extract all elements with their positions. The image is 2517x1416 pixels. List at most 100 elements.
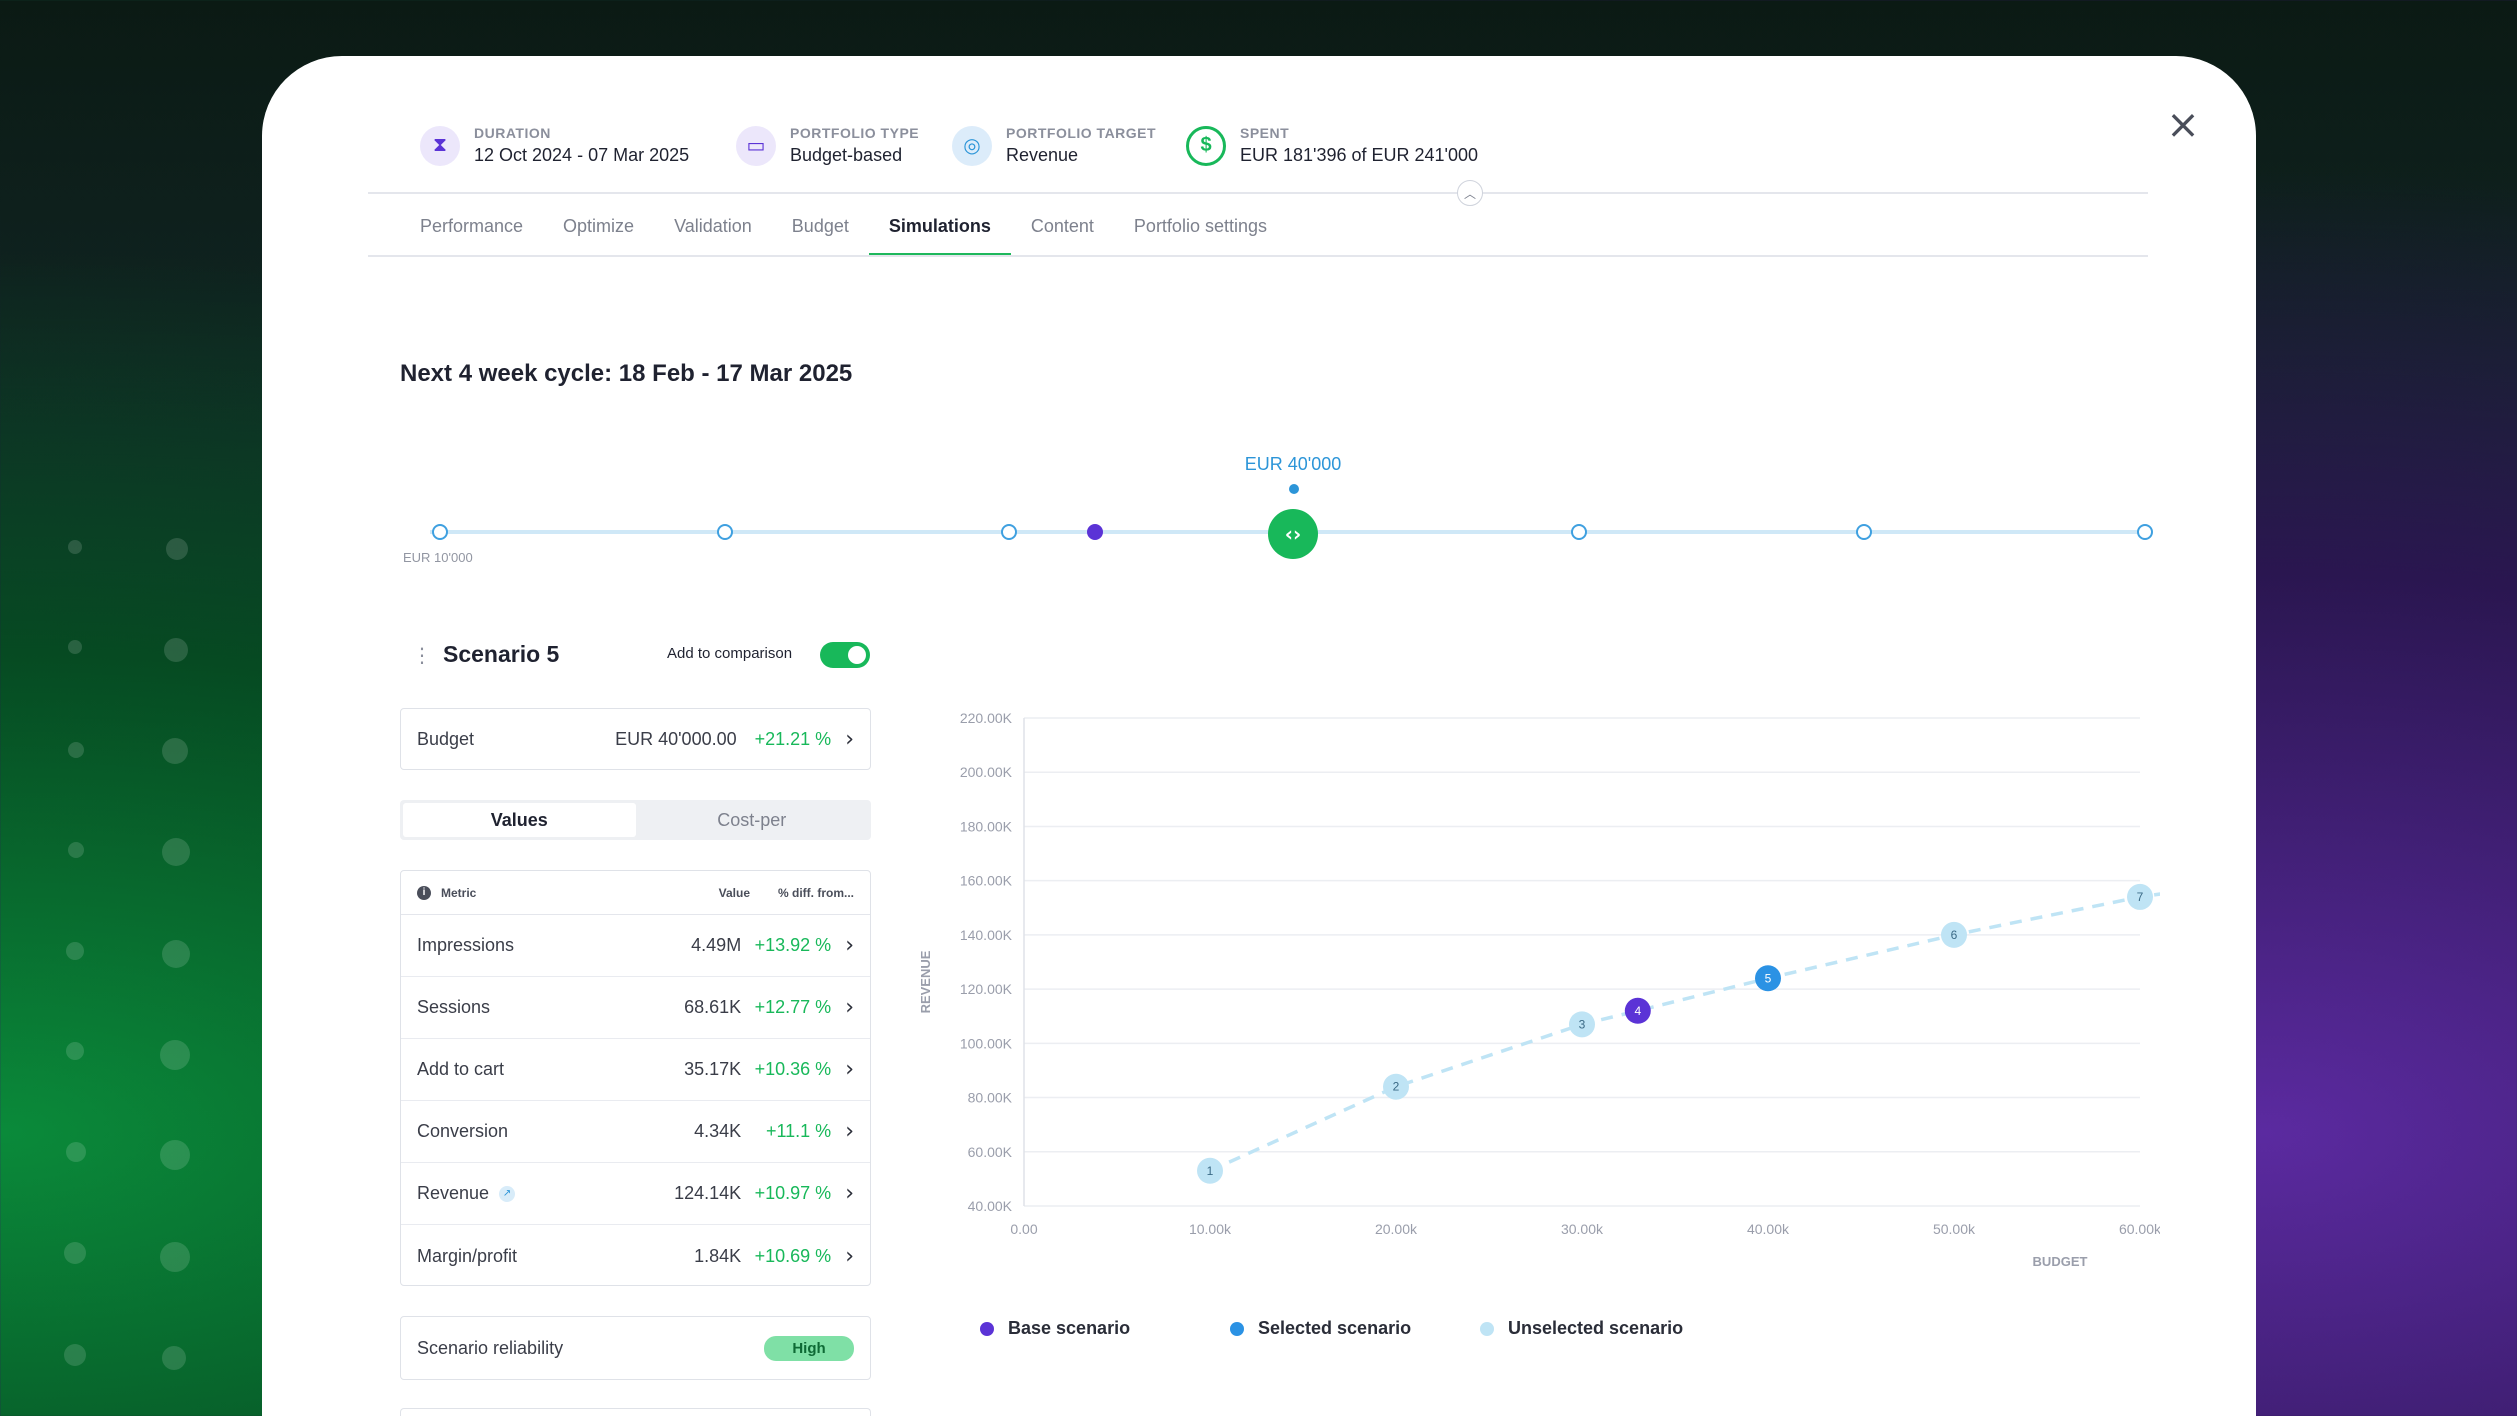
- metric-row-revenue[interactable]: Revenue ↗ 124.14K +10.97 % ›: [401, 1163, 870, 1225]
- y-tick-label: 120.00K: [960, 981, 1013, 997]
- scenario-point-label: 1: [1207, 1164, 1214, 1178]
- metric-diff: +10.97 %: [754, 1183, 832, 1203]
- legend-base: Base scenario: [980, 1318, 1130, 1339]
- x-tick-label: 30.00k: [1561, 1221, 1604, 1237]
- legend-unselected: Unselected scenario: [1480, 1318, 1683, 1339]
- scenario-point-label: 3: [1579, 1017, 1586, 1031]
- metrics-table: i Metric Value % diff. from... Impressio…: [400, 870, 871, 1286]
- header-divider: [368, 192, 2148, 194]
- slider-selected-label: EUR 40'000: [1244, 454, 1342, 474]
- tab-simulations[interactable]: Simulations: [868, 208, 1011, 256]
- scenario-point-label: 6: [1951, 928, 1958, 942]
- legend-label: Unselected scenario: [1508, 1318, 1684, 1338]
- slider-step[interactable]: [2137, 524, 2153, 540]
- comparison-label: Add to comparison: [667, 645, 793, 662]
- diff-column-header: % diff. from...: [778, 885, 854, 900]
- comparison-toggle[interactable]: [820, 642, 870, 668]
- chevron-right-icon: ›: [845, 1243, 854, 1269]
- slider-base-marker[interactable]: [1087, 524, 1103, 540]
- x-tick-label: 40.00k: [1747, 1221, 1790, 1237]
- budget-label: Budget: [417, 728, 475, 749]
- slider-step[interactable]: [1001, 524, 1017, 540]
- metric-name: Margin/profit: [417, 1245, 518, 1266]
- slider-step[interactable]: [1571, 524, 1587, 540]
- y-axis-label: REVENUE: [918, 950, 933, 1013]
- spent-value: EUR 181'396 of EUR 241'000: [1240, 145, 1479, 165]
- tab-optimize[interactable]: Optimize: [563, 216, 635, 236]
- x-tick-label: 60.00k: [2119, 1221, 2160, 1237]
- metric-row-sessions[interactable]: Sessions 68.61K +12.77 % ›: [401, 977, 870, 1039]
- cycle-title: Next 4 week cycle: 18 Feb - 17 Mar 2025: [400, 360, 853, 387]
- collapse-header-button[interactable]: ︿: [1457, 180, 1483, 206]
- y-tick-label: 100.00K: [960, 1035, 1013, 1051]
- legend-swatch-base: [980, 1321, 994, 1336]
- scenario-point-label: 4: [1634, 1004, 1641, 1018]
- scenario-title: Scenario 5: [443, 641, 560, 667]
- budget-row[interactable]: Budget EUR 40'000.00 +21.21 % ›: [400, 708, 871, 770]
- chevron-right-icon: ›: [845, 1057, 854, 1082]
- legend-swatch-selected: [1230, 1321, 1244, 1336]
- y-tick-label: 60.00K: [968, 1144, 1013, 1160]
- slider-step[interactable]: [432, 524, 448, 540]
- legend-label: Base scenario: [1008, 1318, 1131, 1338]
- slider-label-marker: [1289, 484, 1299, 494]
- revenue-budget-chart: 40.00K 60.00K 80.00K 100.00K 120.00K 140.00K 1…: [918, 710, 2160, 1269]
- values-costper-toggle: Values Cost-per: [400, 800, 871, 840]
- external-link-icon[interactable]: ↗: [499, 1185, 516, 1202]
- y-tick-label: 80.00K: [968, 1090, 1013, 1106]
- metric-diff: +12.77 %: [754, 997, 832, 1017]
- chevron-right-icon: ›: [845, 1119, 854, 1144]
- reliability-label: Scenario reliability: [417, 1337, 564, 1358]
- wallet-icon: ▭: [736, 125, 776, 166]
- portfolio-target-value: Revenue: [1006, 145, 1079, 165]
- scenario-point: [1383, 1073, 1409, 1100]
- chevron-right-icon: ›: [845, 933, 854, 958]
- x-tick-label: 10.00k: [1189, 1221, 1232, 1237]
- segment-cost-per[interactable]: Cost-per: [717, 810, 787, 830]
- portfolio-type-value: Budget-based: [790, 145, 903, 165]
- scenario-menu-icon[interactable]: ⋮: [412, 645, 432, 667]
- segment-values[interactable]: Values: [403, 803, 636, 837]
- metric-value: 68.61K: [684, 997, 742, 1017]
- metric-row-margin-profit[interactable]: Margin/profit 1.84K +10.69 % ›: [401, 1225, 870, 1287]
- metric-diff: +11.1 %: [765, 1121, 832, 1141]
- x-tick-label: 20.00k: [1375, 1221, 1418, 1237]
- metric-value: 4.49M: [691, 935, 742, 955]
- metric-row-impressions[interactable]: Impressions 4.49M +13.92 % ›: [401, 915, 870, 977]
- tab-content[interactable]: Content: [1030, 216, 1094, 236]
- close-button[interactable]: ×: [2166, 102, 2200, 148]
- y-tick-label: 180.00K: [960, 818, 1013, 834]
- y-tick-label: 220.00K: [960, 710, 1013, 726]
- x-tick-label: 50.00k: [1933, 1221, 1976, 1237]
- scenario-point: [1755, 965, 1781, 992]
- portfolio-target-label: PORTFOLIO TARGET: [1006, 125, 1157, 141]
- portfolio-type-label: PORTFOLIO TYPE: [790, 125, 920, 141]
- scenario-point-label: 2: [1393, 1080, 1400, 1094]
- slider-handle[interactable]: ‹›: [1268, 509, 1318, 559]
- metric-value: 1.84K: [694, 1245, 742, 1266]
- portfolio-type-info: ▭ PORTFOLIO TYPE Budget-based: [736, 125, 919, 166]
- tab-portfolio-settings[interactable]: Portfolio settings: [1133, 216, 1267, 236]
- scenario-point: [1197, 1157, 1223, 1184]
- slider-step[interactable]: [1856, 524, 1872, 540]
- scenario-reliability: Scenario reliability High: [400, 1316, 871, 1380]
- slider-step[interactable]: [717, 524, 733, 540]
- x-tick-label: 0.00: [1010, 1221, 1037, 1237]
- y-tick-label: 40.00K: [968, 1198, 1013, 1214]
- metric-row-add-to-cart[interactable]: Add to cart 35.17K +10.36 % ›: [401, 1039, 870, 1101]
- metric-row-conversion[interactable]: Conversion 4.34K +11.1 % ›: [401, 1101, 870, 1163]
- tab-budget[interactable]: Budget: [791, 216, 849, 236]
- metric-value: 35.17K: [684, 1059, 742, 1079]
- scenario-point: [2127, 883, 2153, 910]
- tab-validation[interactable]: Validation: [674, 216, 752, 236]
- chevron-right-icon: ›: [845, 1181, 854, 1206]
- y-tick-label: 200.00K: [960, 764, 1013, 780]
- legend-swatch-unselected: [1480, 1321, 1494, 1336]
- hourglass-icon: ⧗: [420, 125, 460, 166]
- tab-performance[interactable]: Performance: [420, 216, 524, 236]
- metric-name: Impressions: [417, 935, 515, 955]
- metrics-header: i Metric Value % diff. from...: [401, 871, 870, 915]
- metric-diff: +13.92 %: [754, 935, 832, 955]
- info-icon[interactable]: i: [417, 885, 431, 900]
- target-icon: ◎: [952, 125, 992, 166]
